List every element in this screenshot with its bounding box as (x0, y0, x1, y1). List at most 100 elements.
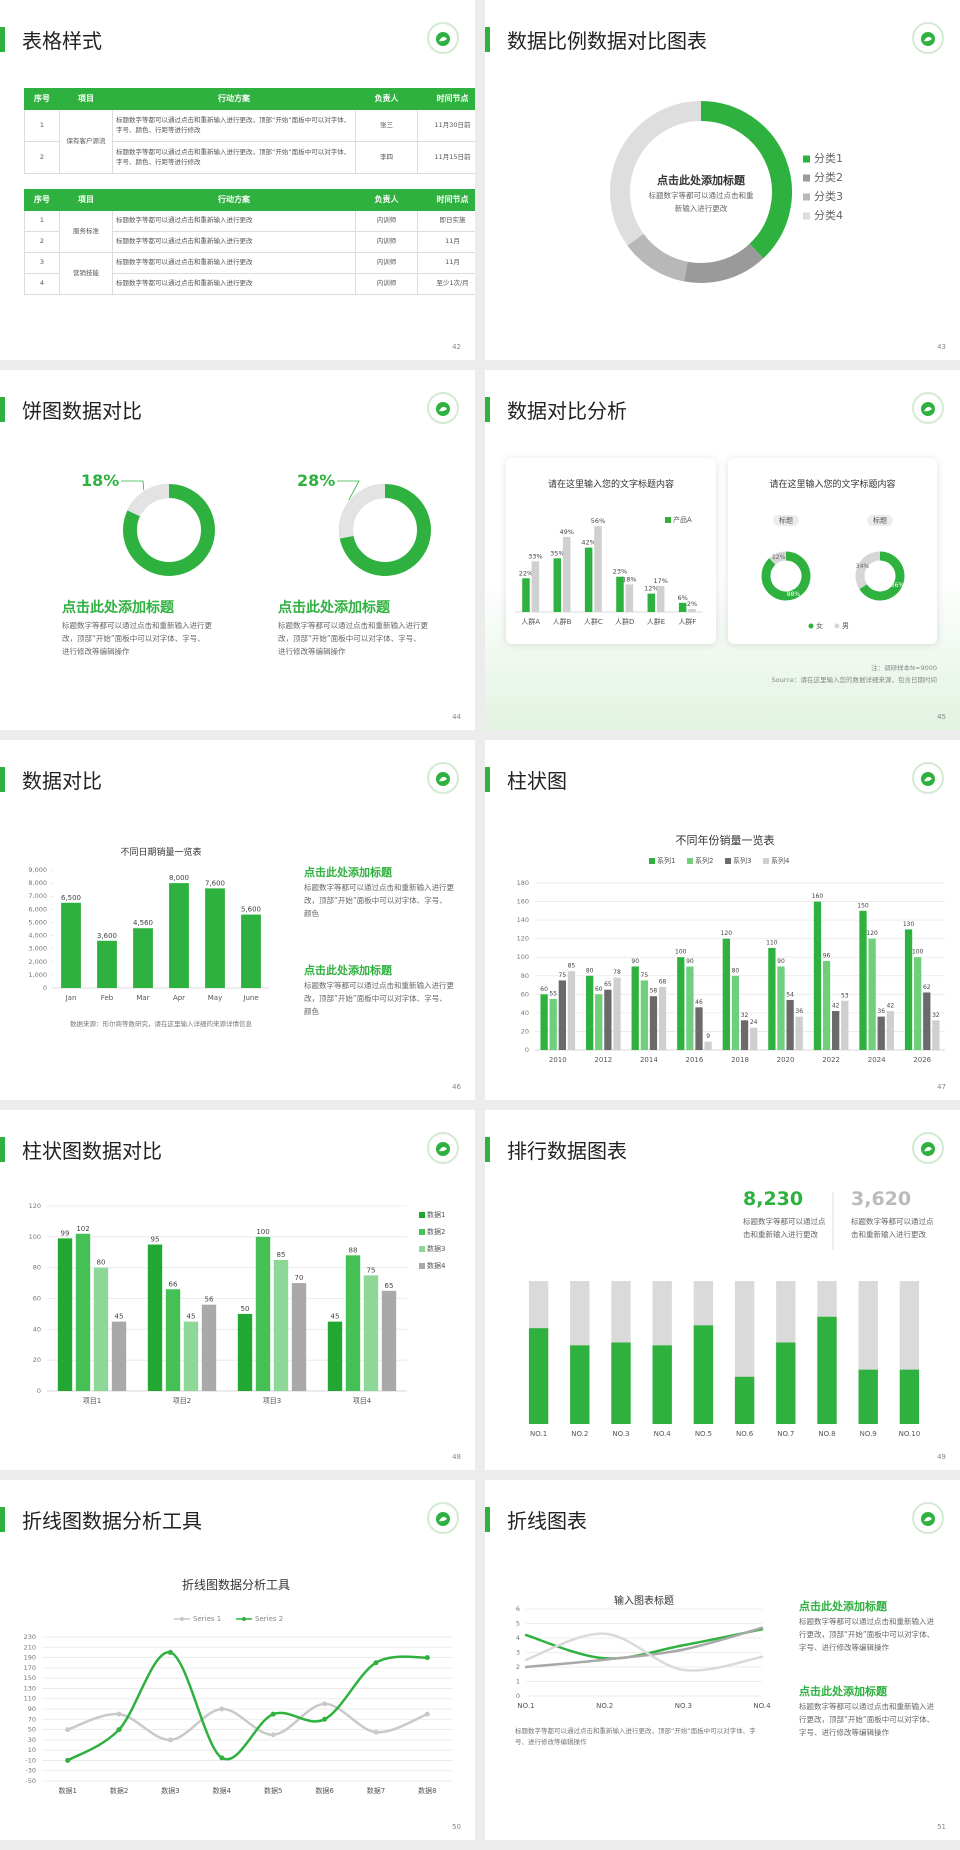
y-tick-label: 230 (24, 1633, 36, 1641)
legend-swatch (419, 1246, 425, 1252)
bar (868, 938, 876, 1050)
y-tick-label: 2,000 (28, 958, 47, 966)
slide: 表格样式 42 序号 项目 行动方案 负责人 时间节点 1 保有客户源流 标题数字等都可以通过点击… (0, 0, 475, 360)
data-label: 96 (823, 952, 831, 959)
x-tick-label: June (242, 994, 258, 1002)
data-label: 32 (741, 1012, 749, 1019)
group-cell: 营销技能 (59, 252, 113, 295)
cell: 2 (24, 141, 60, 174)
pie-value-label: 88% (787, 591, 801, 598)
header-cell: 序号 (24, 88, 60, 110)
bar (562, 536, 571, 612)
bar (613, 977, 621, 1050)
bar (631, 966, 639, 1050)
bar (923, 992, 931, 1050)
page-number: 44 (452, 713, 461, 721)
bar (241, 914, 261, 988)
legend-swatch (419, 1263, 425, 1269)
bar (625, 584, 634, 612)
y-tick-label: -30 (25, 1767, 36, 1775)
x-tick-label: 项目1 (83, 1397, 101, 1405)
y-tick-label: 7,000 (28, 892, 47, 900)
line (66, 1651, 429, 1762)
legend-label: 数据1 (427, 1210, 445, 1219)
chart-title: 不同年份销量一览表 (675, 834, 775, 847)
title-bar (0, 397, 5, 422)
page-number: 46 (452, 1083, 461, 1091)
legend-swatch (419, 1212, 425, 1218)
y-tick-label: 3 (516, 1649, 520, 1657)
page-number: 43 (937, 343, 946, 351)
slide: NO.1 NO.2 NO.3 NO.4 NO.5 NO.6 NO.7 NO.8 NO.9 NO.1… (485, 1110, 960, 1470)
bar (652, 1345, 672, 1424)
x-tick-label: NO.2 (571, 1430, 588, 1438)
x-tick-label: 2010 (549, 1056, 567, 1064)
pie-label: 标题 (779, 516, 793, 525)
y-tick-label: 2 (516, 1663, 520, 1671)
bar (111, 1321, 127, 1391)
bar (558, 980, 566, 1050)
y-tick-label: 0 (43, 984, 47, 992)
logo-leaf (924, 1146, 932, 1152)
x-tick-label: 项目2 (173, 1397, 191, 1405)
ring-segment (127, 484, 170, 517)
bar (205, 888, 225, 988)
data-label: 5,600 (241, 906, 261, 914)
logo-leaf (439, 1146, 447, 1152)
title-bar (0, 1137, 5, 1162)
bar (740, 1020, 749, 1050)
bar (640, 980, 648, 1050)
bar (734, 1376, 755, 1424)
data-label: 6,500 (61, 894, 81, 902)
y-tick-label: 6 (516, 1605, 520, 1613)
slide-title: 表格样式 (22, 29, 102, 53)
data-label: 100 (675, 949, 687, 956)
pie-value-label: 34% (856, 563, 870, 570)
point (167, 1737, 173, 1743)
data-label: 56% (591, 517, 605, 525)
pie-value-label: 66% (891, 582, 905, 589)
page-number: 45 (937, 713, 946, 721)
bar (817, 1316, 837, 1424)
bar (381, 1290, 397, 1391)
data-label: 2% (687, 600, 697, 608)
title-bar (485, 397, 490, 422)
bar (695, 1007, 703, 1050)
data-label: 9 (706, 1033, 710, 1040)
item-text: 标题数字等都可以通过点击和重新输入进行更改，顶部“开始”面板中可以对字体、字号、… (278, 621, 428, 657)
page-number: 42 (452, 343, 461, 351)
data-label: 42 (887, 1003, 895, 1010)
chart-source: 数据来源：形尔商等数研究，请在这里输入详细的来源详情信息 (70, 1020, 252, 1028)
bar (647, 593, 656, 612)
logo-leaf (439, 406, 447, 412)
bar (611, 1342, 631, 1424)
bar (553, 558, 562, 612)
title-bar (485, 767, 490, 792)
slide-title: 柱状图 (507, 769, 567, 793)
legend-swatch (687, 858, 693, 864)
cell: 1 (24, 210, 60, 232)
header-cell: 负责人 (355, 189, 418, 211)
legend-label: 男 (842, 622, 849, 630)
cell: 3 (24, 252, 60, 274)
slide: 0 20 40 60 80 100 120 项目1 项目2 项目3 项目4 99 102 80 45 95 66… (0, 1110, 475, 1470)
cell: 2 (24, 231, 60, 253)
header-cell: 时间节点 (417, 189, 475, 211)
cell: 标题数字等都可以通过点击和重新输入进行更改，顶部“开始”面板中可以对字体、字号、… (112, 109, 356, 142)
legend-swatch (803, 212, 810, 220)
pie-segment (761, 551, 811, 601)
legend-label: 女 (816, 621, 823, 630)
bar (522, 578, 530, 612)
y-tick-label: 1 (516, 1678, 520, 1686)
table-row: 3 营销技能 标题数字等都可以通过点击和重新输入进行更改 内训师 11月 (24, 252, 475, 295)
legend-swatch (803, 193, 810, 201)
stat-value: 8,230 (743, 1188, 804, 1210)
bar (147, 1244, 163, 1391)
data-label: 32 (932, 1012, 940, 1019)
bar (201, 1304, 217, 1391)
bar (183, 1321, 199, 1391)
bar (658, 986, 667, 1050)
slide-graphics: 0 1,000 2,000 3,000 4,000 5,000 6,000 7,000 8,00… (28, 762, 459, 1002)
x-tick-label: NO.6 (736, 1430, 754, 1438)
legend-swatch (665, 517, 671, 523)
